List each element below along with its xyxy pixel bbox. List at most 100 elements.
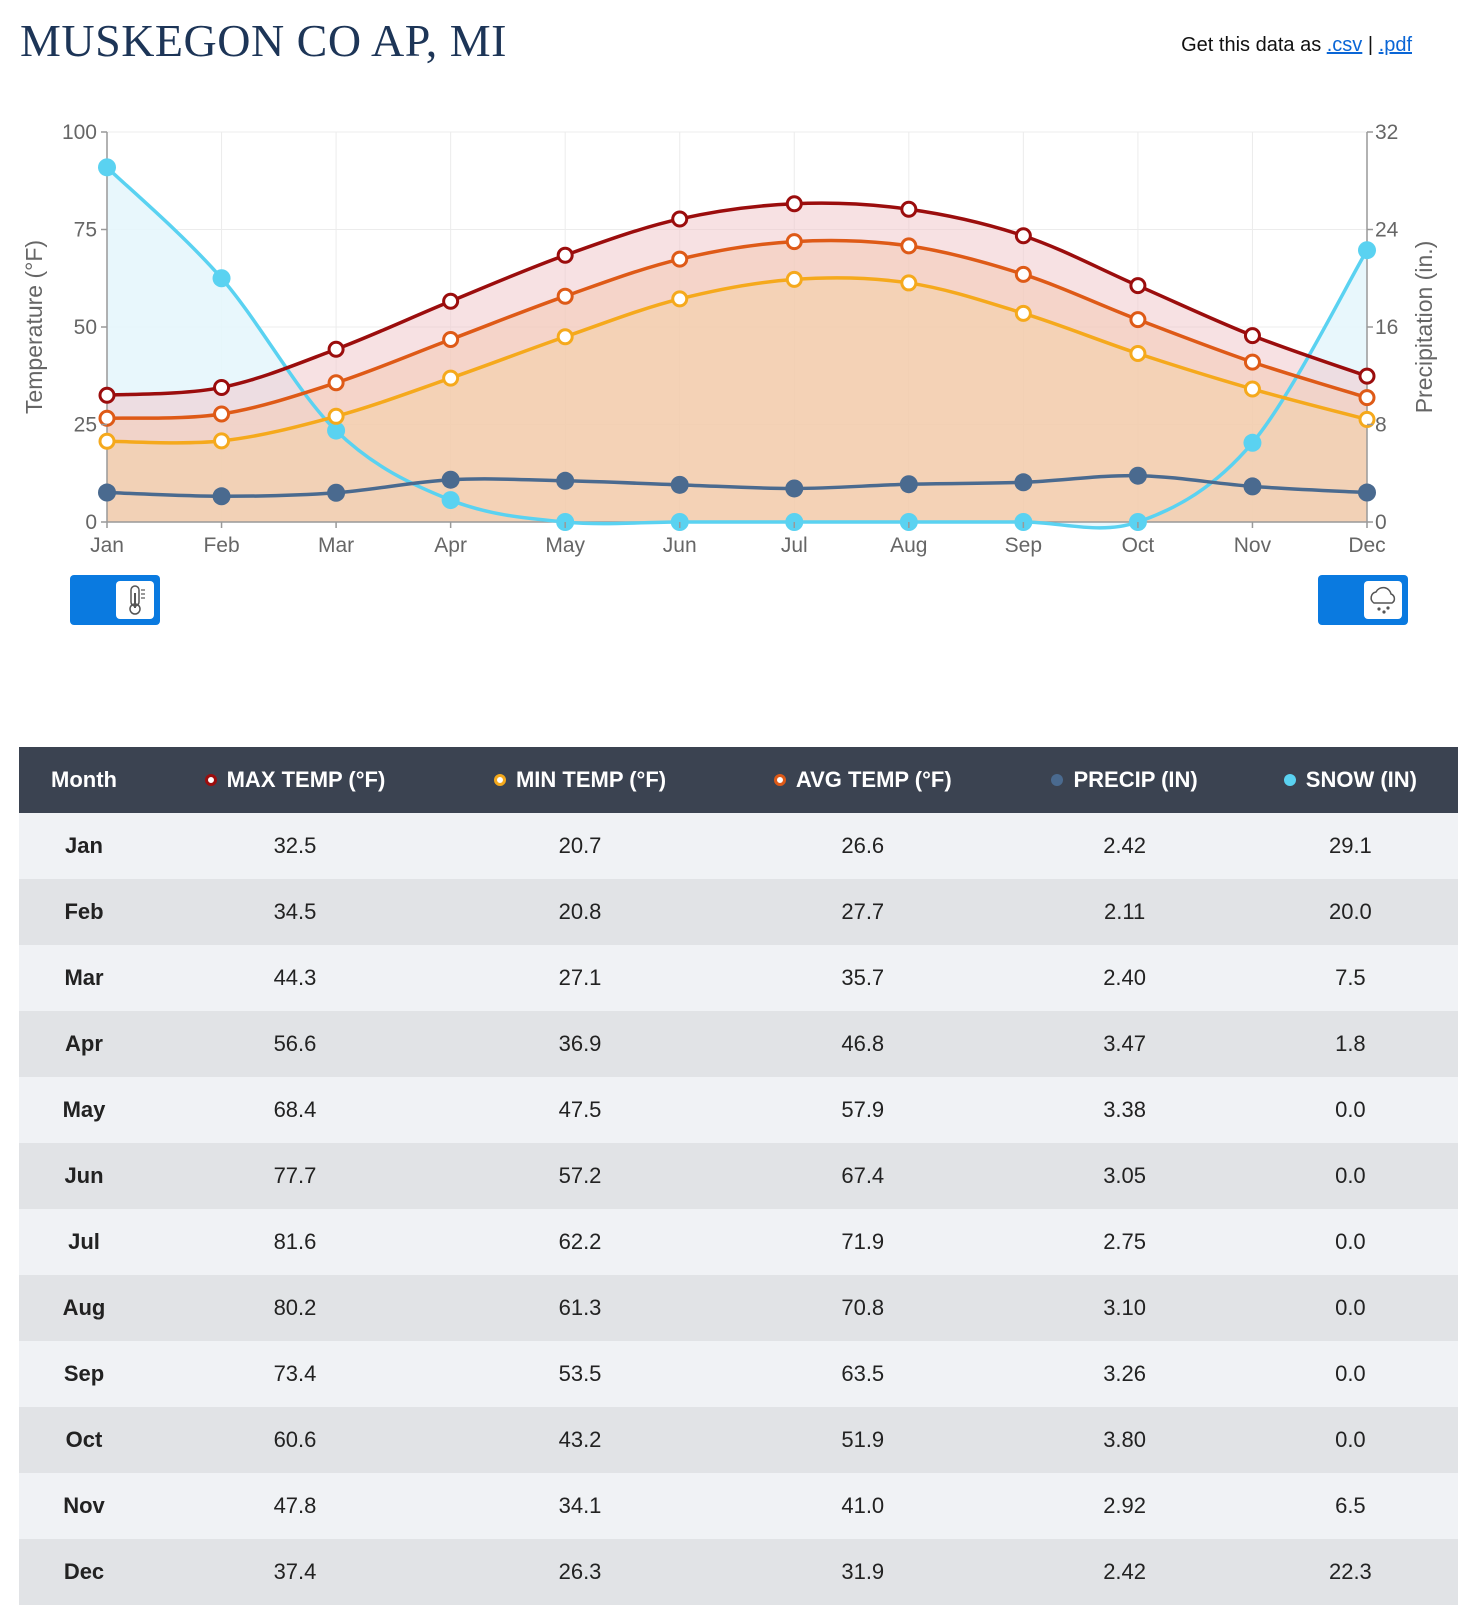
table-row: May 68.4 47.5 57.9 3.38 0.0 bbox=[19, 1077, 1458, 1143]
point-avg bbox=[900, 237, 918, 255]
point-precip bbox=[670, 475, 689, 494]
cell-precip: 3.38 bbox=[1006, 1077, 1243, 1143]
cell-month: Nov bbox=[19, 1473, 149, 1539]
cell-avg-temp: 57.9 bbox=[719, 1077, 1007, 1143]
point-snow bbox=[1358, 241, 1376, 260]
cell-min-temp: 27.1 bbox=[440, 945, 720, 1011]
cell-max-temp: 47.8 bbox=[149, 1473, 441, 1539]
header-snow: SNOW (IN) bbox=[1242, 747, 1458, 813]
point-max bbox=[900, 200, 918, 218]
point-max bbox=[442, 292, 460, 310]
cell-min-temp: 20.8 bbox=[440, 879, 720, 945]
min-temp-marker-icon bbox=[493, 774, 506, 786]
point-avg bbox=[1243, 353, 1261, 371]
point-precip bbox=[1128, 466, 1147, 485]
cell-month: May bbox=[19, 1077, 149, 1143]
table-row: Jan 32.5 20.7 26.6 2.42 29.1 bbox=[19, 813, 1458, 879]
x-tick-label: Oct bbox=[1122, 534, 1155, 557]
point-min bbox=[98, 432, 116, 450]
table-row: Mar 44.3 27.1 35.7 2.40 7.5 bbox=[19, 945, 1458, 1011]
cell-avg-temp: 35.7 bbox=[719, 945, 1007, 1011]
cell-max-temp: 34.5 bbox=[149, 879, 441, 945]
point-avg bbox=[327, 374, 345, 392]
cell-max-temp: 68.4 bbox=[149, 1077, 441, 1143]
cell-snow: 0.0 bbox=[1242, 1077, 1458, 1143]
point-min bbox=[1014, 304, 1032, 322]
header-month: Month bbox=[19, 747, 149, 813]
point-max bbox=[556, 246, 574, 264]
cell-min-temp: 34.1 bbox=[440, 1473, 720, 1539]
export-prefix: Get this data as bbox=[1181, 34, 1322, 56]
page-title: MUSKEGON CO AP, MI bbox=[20, 15, 507, 66]
table-row: Feb 34.5 20.8 27.7 2.11 20.0 bbox=[19, 879, 1458, 945]
point-max bbox=[327, 340, 345, 358]
snow-marker-icon bbox=[1283, 774, 1296, 786]
cell-avg-temp: 31.9 bbox=[719, 1539, 1007, 1605]
cell-max-temp: 80.2 bbox=[149, 1275, 441, 1341]
table-row: Jul 81.6 62.2 71.9 2.75 0.0 bbox=[19, 1209, 1458, 1275]
x-tick-label: Apr bbox=[434, 534, 467, 557]
cell-min-temp: 53.5 bbox=[440, 1341, 720, 1407]
cell-max-temp: 37.4 bbox=[149, 1539, 441, 1605]
y-left-tick-label: 25 bbox=[74, 414, 97, 437]
line-precip bbox=[106, 473, 1368, 499]
point-precip bbox=[327, 483, 346, 502]
point-precip bbox=[1243, 477, 1262, 496]
cell-snow: 0.0 bbox=[1242, 1275, 1458, 1341]
x-tick-label: Jan bbox=[90, 534, 124, 557]
point-avg bbox=[1129, 311, 1147, 329]
cell-precip: 3.05 bbox=[1006, 1143, 1243, 1209]
point-min bbox=[900, 274, 918, 292]
x-tick-label: May bbox=[545, 534, 585, 557]
cell-min-temp: 47.5 bbox=[440, 1077, 720, 1143]
cell-min-temp: 26.3 bbox=[440, 1539, 720, 1605]
table-row: Aug 80.2 61.3 70.8 3.10 0.0 bbox=[19, 1275, 1458, 1341]
x-tick-label: Aug bbox=[890, 534, 927, 557]
y-left-tick-label: 0 bbox=[85, 511, 97, 534]
cell-avg-temp: 26.6 bbox=[719, 813, 1007, 879]
climate-data-table: Month MAX TEMP (°F) MIN TEMP (°F) AVG TE… bbox=[19, 747, 1458, 1605]
header-max-temp: MAX TEMP (°F) bbox=[149, 747, 441, 813]
table-header-row: Month MAX TEMP (°F) MIN TEMP (°F) AVG TE… bbox=[19, 747, 1458, 813]
cell-min-temp: 36.9 bbox=[440, 1011, 720, 1077]
point-precip bbox=[556, 471, 575, 490]
point-min bbox=[213, 432, 231, 450]
cell-snow: 1.8 bbox=[1242, 1011, 1458, 1077]
point-avg bbox=[785, 233, 803, 251]
point-avg bbox=[98, 409, 116, 427]
precipitation-toggle-button[interactable] bbox=[1318, 575, 1408, 625]
temperature-toggle-button[interactable] bbox=[70, 575, 160, 625]
cell-precip: 2.92 bbox=[1006, 1473, 1243, 1539]
table-row: Sep 73.4 53.5 63.5 3.26 0.0 bbox=[19, 1341, 1458, 1407]
cell-month: Mar bbox=[19, 945, 149, 1011]
cell-precip: 2.11 bbox=[1006, 879, 1243, 945]
pdf-link[interactable]: .pdf bbox=[1378, 34, 1412, 56]
cell-max-temp: 44.3 bbox=[149, 945, 441, 1011]
point-snow bbox=[441, 491, 460, 510]
cell-snow: 29.1 bbox=[1242, 813, 1458, 879]
x-tick-label: Jun bbox=[663, 534, 697, 557]
point-min bbox=[556, 328, 574, 346]
line-max bbox=[106, 201, 1368, 397]
table-row: Nov 47.8 34.1 41.0 2.92 6.5 bbox=[19, 1473, 1458, 1539]
point-precip bbox=[1358, 483, 1376, 502]
cell-month: Jun bbox=[19, 1143, 149, 1209]
cell-max-temp: 73.4 bbox=[149, 1341, 441, 1407]
cell-min-temp: 61.3 bbox=[440, 1275, 720, 1341]
y-left-tick-label: 50 bbox=[74, 316, 97, 339]
csv-link[interactable]: .csv bbox=[1326, 34, 1363, 56]
line-min bbox=[106, 276, 1368, 445]
point-precip bbox=[899, 475, 918, 494]
x-tick-label: Mar bbox=[318, 534, 354, 557]
cell-month: Oct bbox=[19, 1407, 149, 1473]
header-min-temp: MIN TEMP (°F) bbox=[440, 747, 720, 813]
cell-snow: 22.3 bbox=[1242, 1539, 1458, 1605]
y-right-tick-label: 24 bbox=[1375, 219, 1399, 242]
point-precip bbox=[212, 487, 231, 506]
max-temp-marker-icon bbox=[204, 774, 217, 786]
point-avg bbox=[556, 287, 574, 305]
cell-snow: 0.0 bbox=[1242, 1407, 1458, 1473]
cell-precip: 2.42 bbox=[1006, 813, 1243, 879]
precipitation-cloud-icon bbox=[1364, 581, 1402, 619]
point-avg bbox=[671, 250, 689, 268]
